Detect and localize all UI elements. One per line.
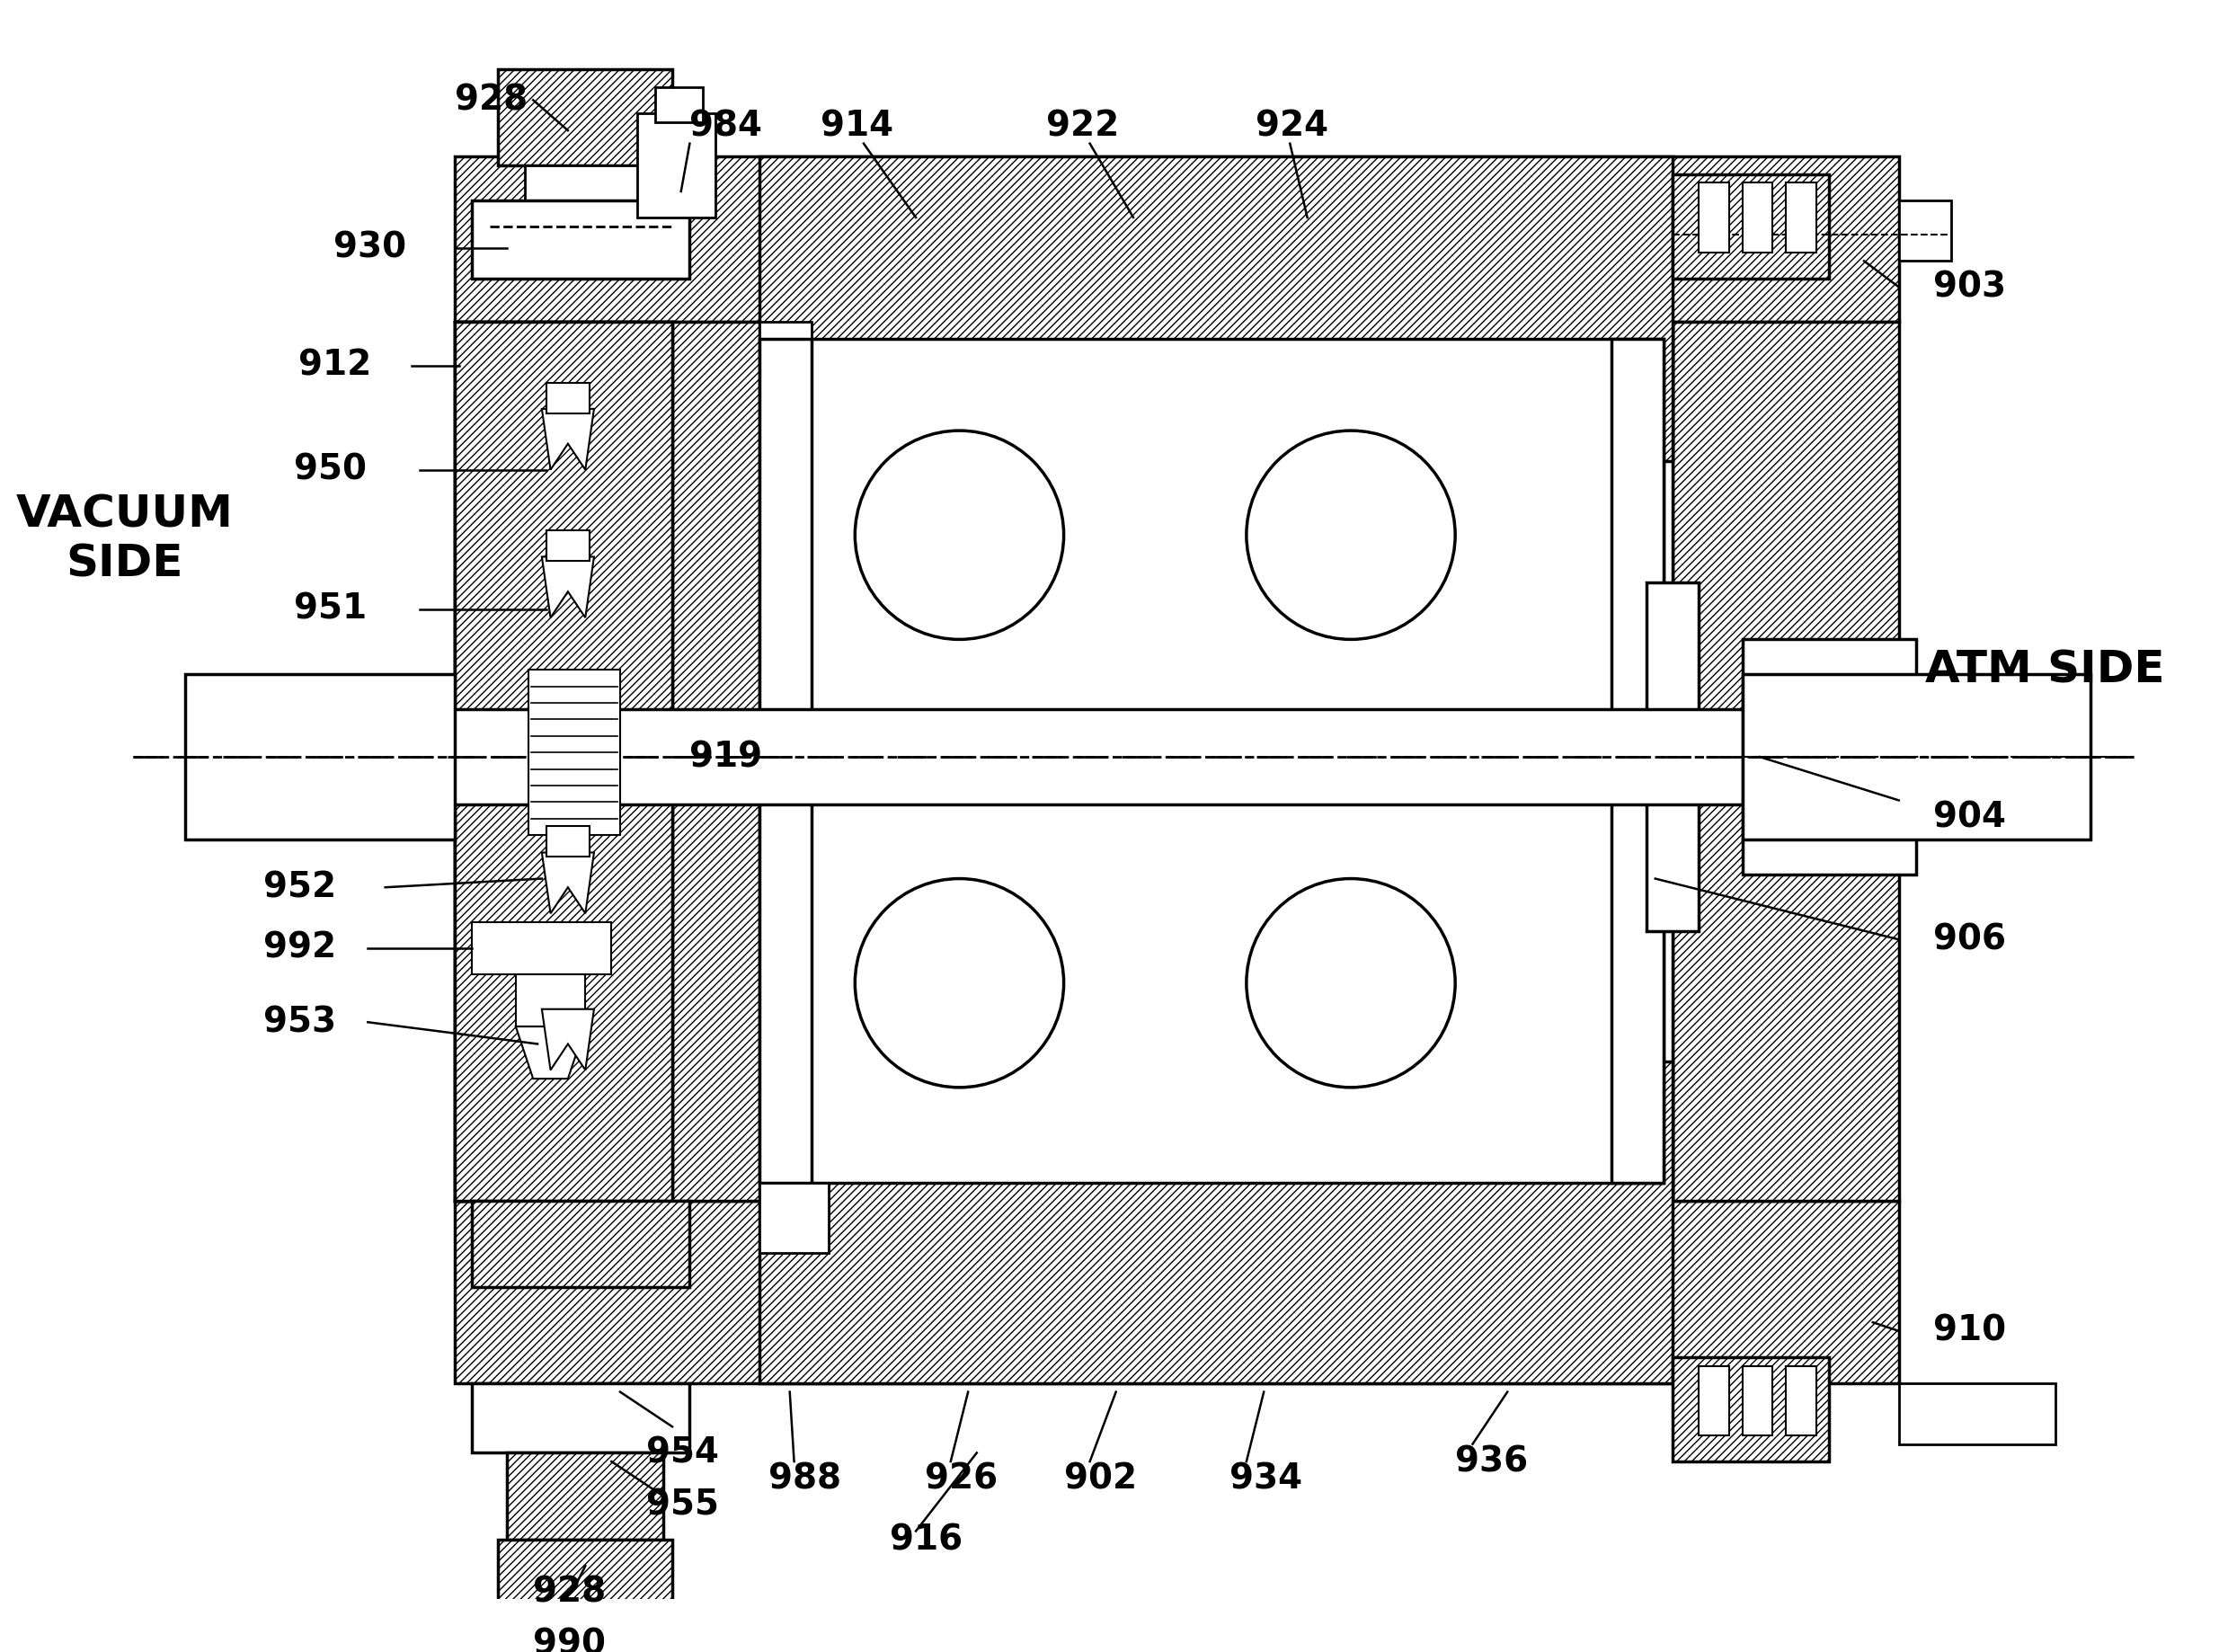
Text: 928: 928 — [533, 1574, 606, 1609]
Bar — [546, 383, 590, 413]
Text: 930: 930 — [333, 231, 406, 264]
Bar — [655, 88, 703, 122]
Circle shape — [1247, 431, 1456, 639]
Bar — [455, 322, 672, 1201]
Text: 919: 919 — [690, 740, 763, 773]
Bar — [473, 1201, 690, 1287]
Circle shape — [854, 879, 1063, 1087]
Bar — [768, 783, 1664, 1183]
Bar — [1786, 1366, 1815, 1436]
Bar — [759, 322, 1673, 1201]
Polygon shape — [541, 557, 595, 618]
Text: 910: 910 — [1933, 1313, 2006, 1348]
Polygon shape — [541, 1009, 595, 1070]
Text: 903: 903 — [1933, 269, 2006, 304]
Text: 928: 928 — [455, 83, 528, 117]
Bar — [1673, 173, 1828, 279]
Polygon shape — [541, 408, 595, 469]
Text: 992: 992 — [264, 932, 337, 965]
Text: 951: 951 — [293, 591, 366, 626]
Bar — [637, 112, 717, 218]
Bar — [1700, 1366, 1729, 1436]
Text: 950: 950 — [293, 453, 366, 487]
Bar — [1899, 1383, 2055, 1444]
Bar — [1742, 183, 1773, 253]
Bar — [473, 1383, 690, 1452]
Bar — [184, 674, 455, 839]
Polygon shape — [541, 852, 595, 914]
Text: 912: 912 — [297, 349, 371, 383]
Bar — [759, 730, 1673, 783]
Text: 902: 902 — [1063, 1462, 1136, 1497]
Bar — [1673, 322, 1899, 1201]
Bar — [455, 1201, 1899, 1383]
Bar — [672, 322, 759, 1201]
Bar — [759, 1061, 1673, 1383]
Bar — [1646, 583, 1700, 930]
Bar — [759, 157, 1673, 461]
Text: 988: 988 — [768, 1462, 841, 1497]
Text: 926: 926 — [925, 1462, 999, 1497]
Bar — [1611, 339, 1664, 1183]
Bar — [473, 200, 690, 279]
Bar — [1742, 674, 2090, 839]
Text: 955: 955 — [646, 1488, 719, 1521]
Bar — [759, 339, 812, 1183]
Bar — [1742, 639, 1917, 874]
Text: VACUUM
SIDE: VACUUM SIDE — [16, 492, 233, 586]
Bar — [1899, 200, 1951, 261]
Bar — [455, 322, 672, 1201]
Bar — [1742, 1366, 1773, 1436]
Bar — [515, 975, 586, 1026]
Bar — [455, 157, 1899, 322]
Bar — [546, 530, 590, 562]
Text: 984: 984 — [690, 109, 763, 144]
Bar — [499, 1540, 672, 1652]
Bar — [351, 709, 1742, 805]
Bar — [759, 322, 812, 1201]
Text: 990: 990 — [533, 1627, 606, 1652]
Bar — [768, 339, 1664, 730]
Bar — [1700, 183, 1729, 253]
Bar — [473, 922, 612, 975]
Text: 952: 952 — [264, 871, 337, 904]
Text: 924: 924 — [1256, 109, 1327, 144]
Circle shape — [1247, 879, 1456, 1087]
Polygon shape — [515, 1026, 586, 1079]
Bar — [546, 826, 590, 857]
Text: ATM SIDE: ATM SIDE — [1924, 648, 2164, 692]
Text: 953: 953 — [264, 1004, 337, 1039]
Circle shape — [854, 431, 1063, 639]
Text: 934: 934 — [1229, 1462, 1303, 1497]
Text: 922: 922 — [1047, 109, 1118, 144]
Text: 916: 916 — [890, 1523, 963, 1556]
Bar — [499, 69, 672, 165]
Bar — [759, 1183, 830, 1252]
Bar — [528, 669, 619, 836]
Text: 954: 954 — [646, 1436, 719, 1470]
Bar — [455, 322, 672, 1201]
Text: 906: 906 — [1933, 922, 2006, 957]
Text: 914: 914 — [821, 109, 892, 144]
Bar — [524, 165, 646, 200]
Text: 904: 904 — [1933, 801, 2006, 834]
Bar — [1786, 183, 1815, 253]
Bar — [506, 1452, 663, 1540]
Bar — [1673, 1356, 1828, 1462]
Text: 936: 936 — [1456, 1444, 1529, 1479]
